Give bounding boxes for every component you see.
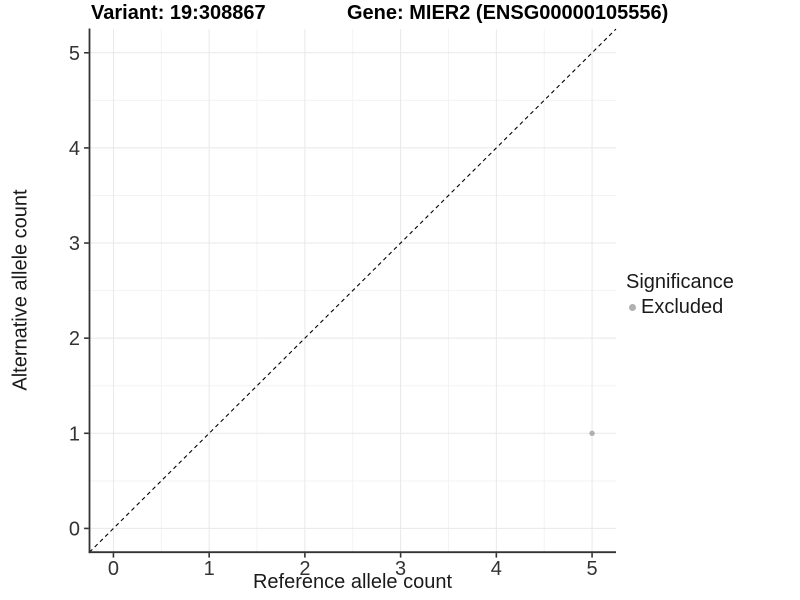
x-tick-label: 0: [108, 558, 119, 580]
x-axis-title: Reference allele count: [252, 571, 452, 593]
legend-point-icon: [629, 303, 636, 311]
tick-marks: [84, 51, 593, 558]
gridlines-minor: [89, 29, 616, 553]
data-point: [589, 430, 595, 436]
axis-lines: [88, 28, 616, 554]
y-axis-title: Alternative allele count: [9, 189, 32, 391]
legend-item-label: Excluded: [641, 296, 724, 318]
plot-title-variant: Variant: 19:308867: [91, 2, 266, 24]
legend-item-excluded: Excluded: [626, 295, 734, 319]
x-tick-label: 4: [491, 558, 502, 580]
y-tick-label: 5: [69, 43, 80, 65]
data-points: [589, 430, 595, 436]
legend-title: Significance: [626, 271, 734, 293]
x-tick-label: 2: [299, 558, 310, 580]
y-tick-label: 0: [69, 518, 80, 540]
identity-reference-line: [89, 28, 617, 553]
gridlines-major: [89, 29, 616, 553]
y-tick-label: 3: [69, 233, 80, 255]
identity-line: [89, 28, 617, 553]
tick-labels: 0 1 2 3 4 5 0 1 2 3 4 5: [69, 43, 598, 580]
y-tick-label: 4: [69, 138, 80, 160]
legend: Significance Excluded: [626, 270, 734, 319]
y-tick-label: 2: [69, 328, 80, 350]
x-tick-label: 5: [587, 558, 598, 580]
x-tick-label: 3: [395, 558, 406, 580]
plot-title-gene: Gene: MIER2 (ENSG00000105556): [347, 2, 669, 24]
x-tick-label: 1: [204, 558, 215, 580]
y-tick-label: 1: [69, 423, 80, 445]
